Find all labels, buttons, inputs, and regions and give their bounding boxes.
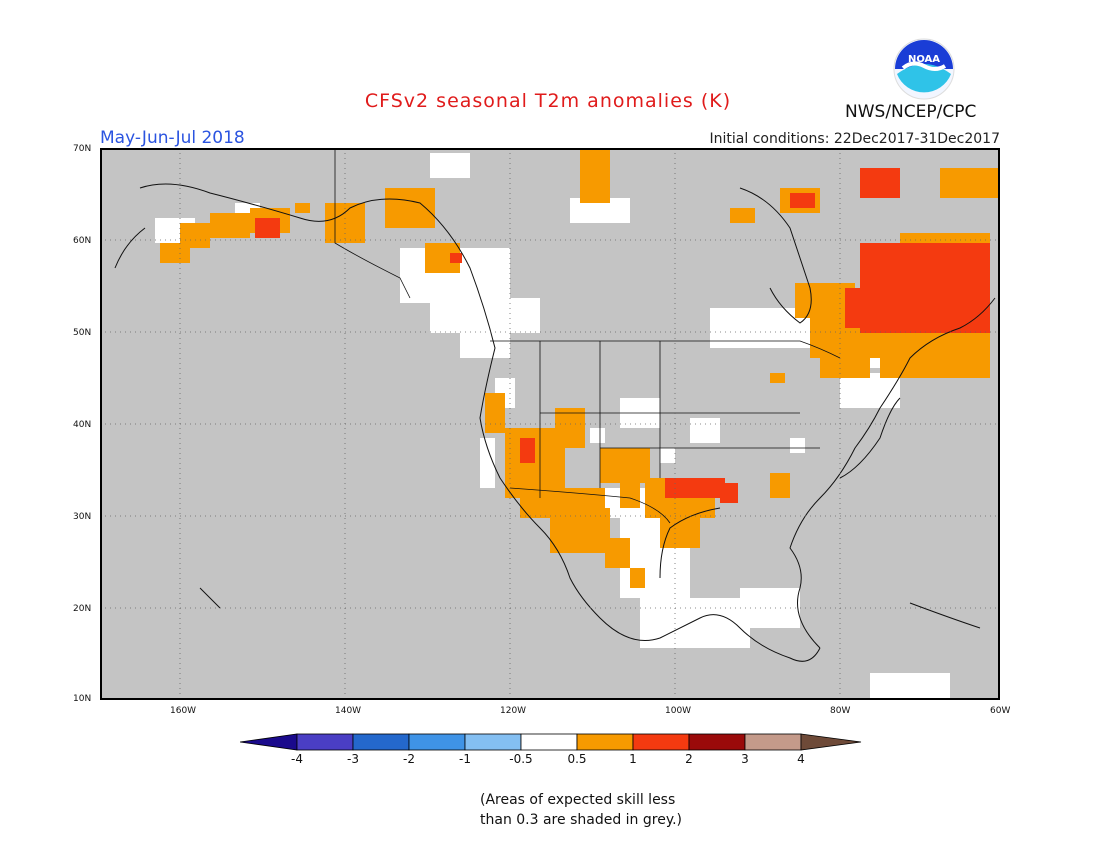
- lat-label-20n: 20N: [73, 604, 92, 614]
- colorbar-label-pos4: 4: [797, 752, 805, 766]
- skill-note-line-1: (Areas of expected skill less: [480, 792, 676, 808]
- lat-label-50n: 50N: [73, 328, 92, 338]
- anomaly-1-to-2: [255, 168, 990, 503]
- noaa-logo-icon: NOAA: [893, 38, 955, 100]
- chart-title: CFSv2 seasonal T2m anomalies (K): [364, 90, 732, 112]
- skill-note-line-2: than 0.3 are shaded in grey.): [480, 812, 683, 828]
- lat-label-10n: 10N: [73, 694, 92, 704]
- initial-conditions: Initial conditions: 22Dec2017-31Dec2017: [709, 131, 1001, 147]
- colorbar-seg-lt-neg4: [240, 733, 298, 751]
- colorbar-label-pos0-5: 0.5: [567, 752, 587, 766]
- lat-label-70n: 70N: [73, 144, 92, 154]
- colorbar-label-neg2: -2: [403, 752, 415, 766]
- lon-label-60w: 60W: [990, 706, 1011, 716]
- colorbar-label-pos1: 1: [629, 752, 637, 766]
- colorbar-seg-neutral: [520, 733, 578, 751]
- colorbar-label-pos2: 2: [685, 752, 693, 766]
- colorbar-label-pos3: 3: [741, 752, 749, 766]
- forecast-period: May-Jun-Jul 2018: [100, 128, 245, 148]
- colorbar-label-neg0-5: -0.5: [509, 752, 533, 766]
- colorbar-seg-neg2: [408, 733, 466, 751]
- lat-label-40n: 40N: [73, 420, 92, 430]
- lon-label-120w: 120W: [500, 706, 527, 716]
- political-borders: [334, 148, 841, 524]
- colorbar: [240, 733, 862, 751]
- lon-label-140w: 140W: [335, 706, 362, 716]
- lon-label-80w: 80W: [830, 706, 851, 716]
- lon-label-160w: 160W: [170, 706, 197, 716]
- map-frame: [100, 148, 1000, 700]
- lon-label-100w: 100W: [665, 706, 692, 716]
- colorbar-label-neg4: -4: [291, 752, 303, 766]
- logo-text: NOAA: [908, 54, 940, 65]
- colorbar-seg-neg1: [464, 733, 522, 751]
- colorbar-seg-pos0-5: [576, 733, 634, 751]
- lat-label-60n: 60N: [73, 236, 92, 246]
- coastlines: [114, 183, 996, 662]
- colorbar-seg-pos3: [744, 733, 802, 751]
- skill-note: (Areas of expected skill less than 0.3 a…: [480, 790, 682, 830]
- agency-label: NWS/NCEP/CPC: [845, 102, 977, 122]
- graticule: [100, 148, 1000, 700]
- colorbar-seg-neg3: [352, 733, 410, 751]
- anomaly-map: [100, 148, 1000, 700]
- colorbar-label-neg3: -3: [347, 752, 359, 766]
- colorbar-seg-gt-pos4: [800, 733, 862, 751]
- colorbar-seg-pos1: [632, 733, 690, 751]
- colorbar-seg-neg4: [296, 733, 354, 751]
- colorbar-label-neg1: -1: [459, 752, 471, 766]
- colorbar-seg-pos2: [688, 733, 746, 751]
- lat-label-30n: 30N: [73, 512, 92, 522]
